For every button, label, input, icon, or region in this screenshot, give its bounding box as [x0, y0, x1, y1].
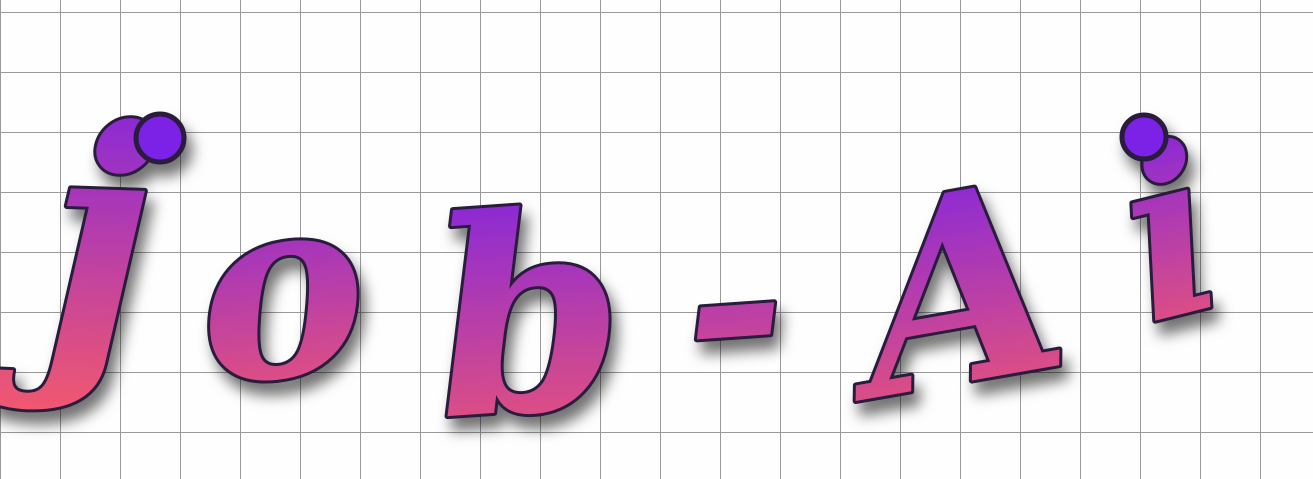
logo-letter-i: i: [1096, 93, 1246, 376]
logo-hyphen: -: [675, 157, 794, 445]
logo-letter-o: o: [183, 133, 380, 443]
letter-i-dot: [1119, 112, 1169, 162]
logo-letter-j: j: [0, 59, 159, 417]
logo-letter-b: b: [423, 150, 634, 479]
letter-j-dot: [133, 111, 187, 165]
logo-letter-a: A: [813, 123, 1085, 462]
